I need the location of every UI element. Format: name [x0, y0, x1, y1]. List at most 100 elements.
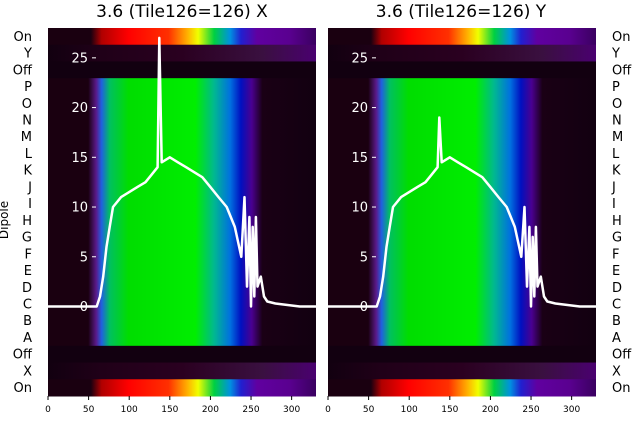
row-label: L	[25, 147, 33, 162]
heatmap-row	[328, 212, 596, 230]
row-label: B	[612, 314, 621, 329]
heatmap-row	[328, 128, 596, 146]
row-label: A	[23, 331, 32, 346]
y-tick-label: 0	[80, 300, 88, 315]
y-tick-label: 15	[351, 151, 368, 166]
panel-x: 3.6 (Tile126=126) X Dipole 0 5 10 15 20 25 On…	[0, 2, 316, 415]
heatmap-row	[48, 195, 316, 213]
intensity-line-path	[328, 116, 596, 308]
row-label: N	[612, 114, 622, 129]
y-tick-label: 25	[71, 51, 88, 66]
row-label: J	[611, 180, 616, 195]
y-tick-label: 5	[360, 250, 368, 265]
row-label: Off	[13, 63, 33, 78]
heatmap-rows	[48, 28, 316, 397]
x-tick-label: 100	[121, 405, 138, 415]
row-label: Off	[612, 63, 632, 78]
heatmap-row	[48, 362, 316, 380]
heatmap-row	[48, 145, 316, 163]
x-tick-label: 0	[45, 405, 51, 415]
row-label: I	[612, 197, 616, 212]
row-label: Y	[23, 47, 32, 62]
row-label: K	[612, 164, 621, 179]
intensity-line	[48, 36, 316, 308]
row-label: On	[14, 381, 32, 396]
heatmap-row	[48, 345, 316, 364]
x-tick-label: 50	[363, 405, 375, 415]
heatmap-rows	[328, 28, 596, 397]
x-tick-label: 100	[401, 405, 418, 415]
intensity-line	[328, 116, 596, 308]
heatmap-row	[328, 195, 596, 213]
heatmap-row	[48, 128, 316, 146]
x-tick-label: 150	[161, 405, 178, 415]
row-label: F	[25, 247, 32, 262]
y-tick-label: 0	[360, 300, 368, 315]
heatmap-row	[48, 61, 316, 79]
heatmap-row	[328, 94, 596, 113]
row-label: Off	[13, 348, 33, 363]
row-label: J	[27, 180, 32, 195]
x-tick-label: 300	[283, 405, 300, 415]
y-tick-label: 5	[80, 250, 88, 265]
heatmap-row	[48, 329, 316, 347]
overlay-y-ticks: 0 5 10 15 20 25	[71, 51, 96, 315]
row-label: B	[23, 314, 32, 329]
heatmap-row	[328, 295, 596, 313]
row-label: On	[14, 30, 32, 45]
row-label: O	[22, 97, 32, 112]
heatmap-row	[328, 262, 596, 280]
row-label: G	[22, 231, 32, 246]
y-tick-label: 25	[351, 51, 368, 66]
row-label: P	[612, 80, 620, 95]
heatmap-row	[48, 245, 316, 263]
heatmap-row	[328, 161, 596, 180]
row-label: Off	[612, 348, 632, 363]
heatmap-row	[328, 28, 596, 46]
x-tick-label: 200	[202, 405, 219, 415]
intensity-line-path	[48, 36, 316, 308]
heatmap-row	[328, 178, 596, 196]
heatmap-row	[48, 178, 316, 196]
heatmap-row	[48, 111, 316, 129]
heatmap-row	[48, 44, 316, 62]
heatmap-row	[328, 345, 596, 364]
heatmap-row	[328, 44, 596, 62]
row-label: L	[612, 147, 620, 162]
overlay-y-ticks: 0 5 10 15 20 25	[351, 51, 376, 315]
y-tick-label: 20	[351, 101, 368, 116]
heatmap-row	[48, 262, 316, 280]
row-label: D	[22, 281, 32, 296]
x-ticks: 0 50 100 150 200 250 300	[325, 396, 580, 415]
heatmap-row	[48, 278, 316, 297]
row-label: A	[612, 331, 621, 346]
heatmap-row	[328, 278, 596, 297]
panel-x-title: 3.6 (Tile126=126) X	[96, 2, 268, 22]
row-label: On	[612, 30, 630, 45]
x-tick-label: 300	[563, 405, 580, 415]
row-label: C	[23, 298, 32, 313]
row-label: H	[22, 214, 32, 229]
heatmap-row	[328, 329, 596, 347]
heatmap-row	[48, 161, 316, 180]
row-label: K	[23, 164, 32, 179]
row-label: O	[612, 97, 622, 112]
row-label: F	[612, 247, 619, 262]
heatmap-row	[48, 379, 316, 397]
heatmap-row	[328, 111, 596, 129]
heatmap-row	[328, 379, 596, 397]
row-label: X	[23, 364, 32, 379]
heatmap-row	[328, 228, 596, 246]
heatmap-row	[328, 61, 596, 79]
row-label: D	[612, 281, 622, 296]
heatmap-row	[48, 212, 316, 230]
row-label: X	[612, 364, 621, 379]
row-label: Y	[611, 47, 620, 62]
heatmap-row	[48, 228, 316, 246]
heatmap-row	[328, 362, 596, 380]
heatmap-row	[48, 78, 316, 96]
heatmap-row	[328, 245, 596, 263]
